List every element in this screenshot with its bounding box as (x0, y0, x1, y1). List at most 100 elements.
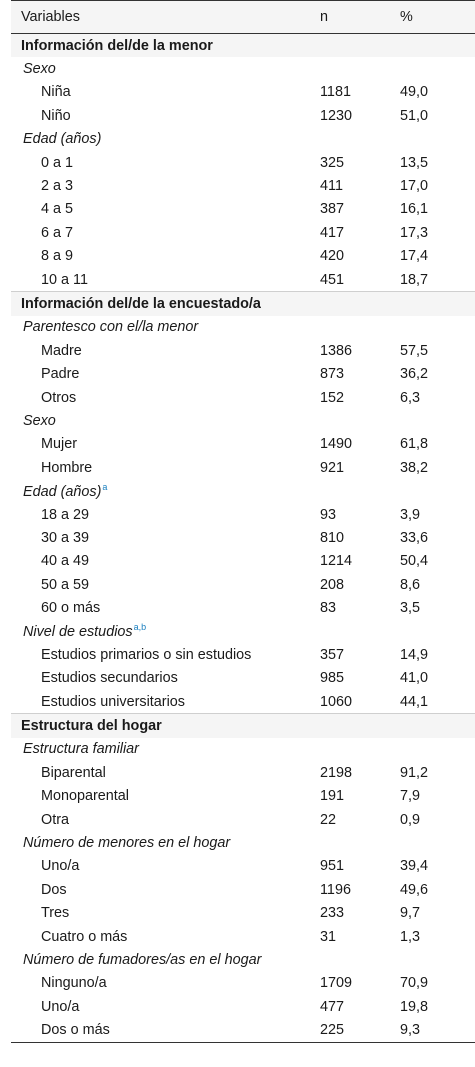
row-label: 18 a 29 (41, 506, 90, 523)
row-pct: 0,9 (400, 811, 421, 828)
row-pct: 51,0 (400, 107, 429, 124)
row-n: 1230 (320, 107, 353, 124)
header-n: n (310, 0, 390, 34)
row-label: 2 a 3 (41, 178, 74, 195)
footnote-marker[interactable]: a,b (133, 622, 147, 633)
header-variables: Variables (11, 0, 310, 34)
row-pct: 38,2 (400, 459, 429, 476)
row-pct: 9,7 (400, 905, 421, 922)
group-title-cell: Edad (años) (11, 128, 475, 151)
table-row: Niña 1181 49,0 (11, 81, 475, 104)
group-row: Nivel de estudiosa,b (11, 620, 475, 643)
group-title: Edad (años) (23, 131, 102, 148)
section-row: Información del/de la menor (11, 33, 475, 58)
row-pct: 91,2 (400, 764, 429, 781)
row-label: Estudios universitarios (41, 693, 185, 710)
table-row: Uno/a 951 39,4 (11, 855, 475, 878)
row-label: 0 a 1 (41, 154, 74, 171)
row-n: 31 (320, 928, 337, 945)
footnote-marker[interactable]: a (102, 482, 108, 493)
row-label: 40 a 49 (41, 553, 90, 570)
group-row: Número de fumadores/as en el hogar (11, 948, 475, 971)
row-pct: 49,6 (400, 881, 429, 898)
row-pct: 14,9 (400, 646, 429, 663)
table-row: Otra 22 0,9 (11, 808, 475, 831)
row-n: 985 (320, 670, 345, 687)
row-label: Cuatro o más (41, 928, 128, 945)
group-title-cell: Número de fumadores/as en el hogar (11, 948, 475, 971)
row-pct: 13,5 (400, 154, 429, 171)
row-n: 451 (320, 271, 345, 288)
section-title: Información del/de la menor (11, 33, 475, 58)
table-row: Estudios primarios o sin estudios 357 14,9 (11, 643, 475, 666)
table-row: Ninguno/a 1709 70,9 (11, 972, 475, 995)
row-pct: 44,1 (400, 693, 429, 710)
row-n: 387 (320, 201, 345, 218)
group-row: Parentesco con el/la menor (11, 316, 475, 339)
row-n: 208 (320, 576, 345, 593)
row-label: Niño (41, 107, 71, 124)
row-pct: 17,3 (400, 224, 429, 241)
table-row: 40 a 49 1214 50,4 (11, 550, 475, 573)
row-label: Tres (41, 905, 70, 922)
table-row: Biparental 2198 91,2 (11, 761, 475, 784)
table-row: 18 a 29 93 3,9 (11, 503, 475, 526)
table-row: Estudios secundarios 985 41,0 (11, 667, 475, 690)
row-n: 1196 (320, 881, 351, 898)
row-label: 10 a 11 (41, 271, 88, 288)
table-row: Estudios universitarios 1060 44,1 (11, 690, 475, 714)
table-row: Madre 1386 57,5 (11, 339, 475, 362)
table-row: Padre 873 36,2 (11, 362, 475, 385)
row-n: 1181 (320, 84, 351, 101)
row-label: Hombre (41, 459, 93, 476)
row-n: 951 (320, 858, 345, 875)
table-row: Cuatro o más 31 1,3 (11, 925, 475, 948)
row-label: Mujer (41, 436, 77, 453)
group-title: Sexo (23, 412, 56, 429)
row-pct: 49,0 (400, 84, 429, 101)
group-row: Estructura familiar (11, 738, 475, 761)
table-row: 4 a 5 387 16,1 (11, 198, 475, 221)
row-n: 411 (320, 178, 343, 195)
row-n: 83 (320, 600, 337, 617)
row-label: Otra (41, 811, 69, 828)
row-label: Estudios secundarios (41, 670, 178, 687)
row-n: 1386 (320, 342, 353, 359)
row-pct: 6,3 (400, 389, 421, 406)
row-pct: 18,7 (400, 271, 429, 288)
table-row: 8 a 9 420 17,4 (11, 245, 475, 268)
table-container: Variables n % Información del/de la meno… (11, 0, 475, 1043)
row-label: 30 a 39 (41, 529, 90, 546)
section-row: Información del/de la encuestado/a (11, 291, 475, 316)
group-title: Estructura familiar (23, 741, 139, 758)
group-title-cell: Estructura familiar (11, 738, 475, 761)
row-label: Niña (41, 84, 71, 101)
row-label: Estudios primarios o sin estudios (41, 646, 252, 663)
group-row: Número de menores en el hogar (11, 831, 475, 854)
row-n: 191 (320, 788, 345, 805)
header-row: Variables n % (11, 0, 475, 34)
group-title-cell: Edad (años)a (11, 479, 475, 502)
row-n: 93 (320, 506, 337, 523)
row-label: Monoparental (41, 788, 130, 805)
table-row: Tres 233 9,7 (11, 901, 475, 924)
row-label: Madre (41, 342, 82, 359)
group-title-cell: Sexo (11, 409, 475, 432)
table-row: Hombre 921 38,2 (11, 456, 475, 479)
group-title: Sexo (23, 61, 56, 78)
row-label: 4 a 5 (41, 201, 74, 218)
group-title-cell: Nivel de estudiosa,b (11, 620, 475, 643)
row-pct: 1,3 (400, 928, 421, 945)
table-row: Uno/a 477 19,8 (11, 995, 475, 1018)
row-n: 357 (320, 646, 345, 663)
table-row: 60 o más 83 3,5 (11, 596, 475, 619)
table-row: 50 a 59 208 8,6 (11, 573, 475, 596)
section-title: Estructura del hogar (11, 713, 475, 738)
row-pct: 39,4 (400, 858, 429, 875)
row-n: 417 (320, 224, 345, 241)
row-n: 810 (320, 529, 345, 546)
section-title: Información del/de la encuestado/a (11, 291, 475, 316)
row-label: Uno/a (41, 998, 80, 1015)
section-row: Estructura del hogar (11, 713, 475, 738)
row-pct: 61,8 (400, 436, 429, 453)
